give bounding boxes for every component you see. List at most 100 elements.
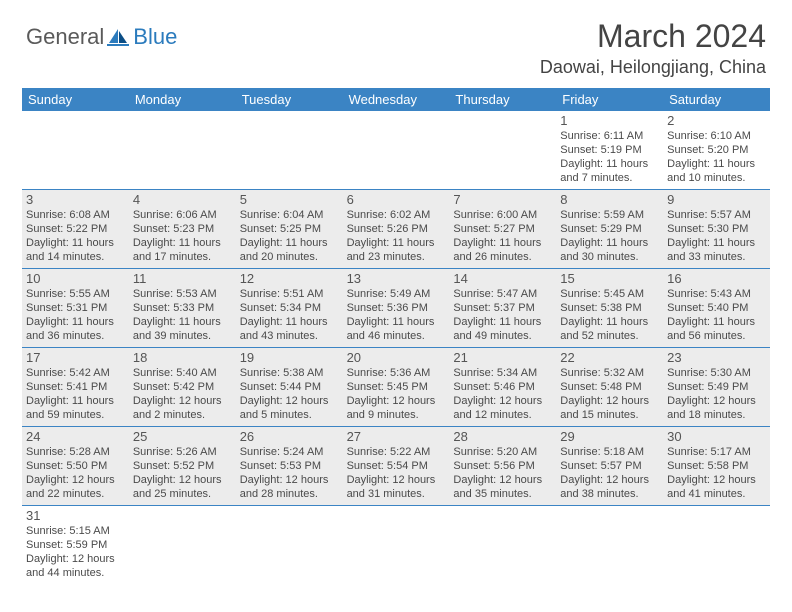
day-cell: 20Sunrise: 5:36 AMSunset: 5:45 PMDayligh… [343, 348, 450, 426]
empty-cell [236, 506, 343, 584]
sunrise-line: Sunrise: 5:28 AM [26, 446, 125, 460]
daylight-line: Daylight: 12 hours and 22 minutes. [26, 474, 125, 502]
weekday-header-row: SundayMondayTuesdayWednesdayThursdayFrid… [22, 88, 770, 111]
day-number: 16 [667, 271, 766, 287]
daylight-line: Daylight: 12 hours and 12 minutes. [453, 395, 552, 423]
day-cell: 16Sunrise: 5:43 AMSunset: 5:40 PMDayligh… [663, 269, 770, 347]
empty-cell [556, 506, 663, 584]
empty-cell [663, 506, 770, 584]
day-number: 23 [667, 350, 766, 366]
weekday-header: Friday [556, 88, 663, 111]
title-block: March 2024 Daowai, Heilongjiang, China [540, 18, 766, 78]
day-cell: 31Sunrise: 5:15 AMSunset: 5:59 PMDayligh… [22, 506, 129, 584]
daylight-line: Daylight: 12 hours and 28 minutes. [240, 474, 339, 502]
daylight-line: Daylight: 11 hours and 49 minutes. [453, 316, 552, 344]
day-number: 12 [240, 271, 339, 287]
sunrise-line: Sunrise: 6:08 AM [26, 209, 125, 223]
daylight-line: Daylight: 11 hours and 36 minutes. [26, 316, 125, 344]
sunset-line: Sunset: 5:57 PM [560, 460, 659, 474]
daylight-line: Daylight: 12 hours and 2 minutes. [133, 395, 232, 423]
day-number: 14 [453, 271, 552, 287]
daylight-line: Daylight: 12 hours and 9 minutes. [347, 395, 446, 423]
sunset-line: Sunset: 5:20 PM [667, 144, 766, 158]
day-cell: 10Sunrise: 5:55 AMSunset: 5:31 PMDayligh… [22, 269, 129, 347]
day-cell: 22Sunrise: 5:32 AMSunset: 5:48 PMDayligh… [556, 348, 663, 426]
sunrise-line: Sunrise: 5:43 AM [667, 288, 766, 302]
day-cell: 5Sunrise: 6:04 AMSunset: 5:25 PMDaylight… [236, 190, 343, 268]
sunrise-line: Sunrise: 5:34 AM [453, 367, 552, 381]
sunset-line: Sunset: 5:34 PM [240, 302, 339, 316]
sunset-line: Sunset: 5:58 PM [667, 460, 766, 474]
sunrise-line: Sunrise: 5:45 AM [560, 288, 659, 302]
weekday-header: Thursday [449, 88, 556, 111]
daylight-line: Daylight: 11 hours and 39 minutes. [133, 316, 232, 344]
daylight-line: Daylight: 11 hours and 30 minutes. [560, 237, 659, 265]
day-number: 11 [133, 271, 232, 287]
sunset-line: Sunset: 5:22 PM [26, 223, 125, 237]
day-cell: 3Sunrise: 6:08 AMSunset: 5:22 PMDaylight… [22, 190, 129, 268]
week-row: 31Sunrise: 5:15 AMSunset: 5:59 PMDayligh… [22, 506, 770, 584]
sunrise-line: Sunrise: 6:06 AM [133, 209, 232, 223]
day-cell: 1Sunrise: 6:11 AMSunset: 5:19 PMDaylight… [556, 111, 663, 189]
sunset-line: Sunset: 5:37 PM [453, 302, 552, 316]
sunset-line: Sunset: 5:45 PM [347, 381, 446, 395]
day-cell: 9Sunrise: 5:57 AMSunset: 5:30 PMDaylight… [663, 190, 770, 268]
week-row: 3Sunrise: 6:08 AMSunset: 5:22 PMDaylight… [22, 190, 770, 269]
daylight-line: Daylight: 11 hours and 46 minutes. [347, 316, 446, 344]
location: Daowai, Heilongjiang, China [540, 57, 766, 78]
sunset-line: Sunset: 5:44 PM [240, 381, 339, 395]
sunset-line: Sunset: 5:30 PM [667, 223, 766, 237]
logo: General Blue [26, 24, 177, 50]
weekday-header: Monday [129, 88, 236, 111]
logo-text-1: General [26, 24, 104, 50]
empty-cell [22, 111, 129, 189]
day-cell: 23Sunrise: 5:30 AMSunset: 5:49 PMDayligh… [663, 348, 770, 426]
sunrise-line: Sunrise: 5:22 AM [347, 446, 446, 460]
daylight-line: Daylight: 12 hours and 35 minutes. [453, 474, 552, 502]
day-number: 27 [347, 429, 446, 445]
sunrise-line: Sunrise: 5:59 AM [560, 209, 659, 223]
week-row: 1Sunrise: 6:11 AMSunset: 5:19 PMDaylight… [22, 111, 770, 190]
sunrise-line: Sunrise: 6:04 AM [240, 209, 339, 223]
day-number: 13 [347, 271, 446, 287]
month-title: March 2024 [540, 18, 766, 55]
empty-cell [343, 111, 450, 189]
sunset-line: Sunset: 5:53 PM [240, 460, 339, 474]
sunset-line: Sunset: 5:33 PM [133, 302, 232, 316]
day-cell: 8Sunrise: 5:59 AMSunset: 5:29 PMDaylight… [556, 190, 663, 268]
sunset-line: Sunset: 5:40 PM [667, 302, 766, 316]
daylight-line: Daylight: 11 hours and 33 minutes. [667, 237, 766, 265]
sunset-line: Sunset: 5:46 PM [453, 381, 552, 395]
logo-sail-icon [107, 27, 129, 47]
empty-cell [449, 111, 556, 189]
day-cell: 18Sunrise: 5:40 AMSunset: 5:42 PMDayligh… [129, 348, 236, 426]
daylight-line: Daylight: 11 hours and 14 minutes. [26, 237, 125, 265]
sunrise-line: Sunrise: 5:57 AM [667, 209, 766, 223]
day-number: 21 [453, 350, 552, 366]
sunset-line: Sunset: 5:50 PM [26, 460, 125, 474]
day-cell: 26Sunrise: 5:24 AMSunset: 5:53 PMDayligh… [236, 427, 343, 505]
day-cell: 25Sunrise: 5:26 AMSunset: 5:52 PMDayligh… [129, 427, 236, 505]
sunset-line: Sunset: 5:52 PM [133, 460, 232, 474]
day-number: 22 [560, 350, 659, 366]
sunrise-line: Sunrise: 6:00 AM [453, 209, 552, 223]
weekday-header: Tuesday [236, 88, 343, 111]
daylight-line: Daylight: 11 hours and 10 minutes. [667, 158, 766, 186]
sunrise-line: Sunrise: 5:24 AM [240, 446, 339, 460]
day-cell: 19Sunrise: 5:38 AMSunset: 5:44 PMDayligh… [236, 348, 343, 426]
daylight-line: Daylight: 11 hours and 52 minutes. [560, 316, 659, 344]
sunrise-line: Sunrise: 5:15 AM [26, 525, 125, 539]
week-row: 17Sunrise: 5:42 AMSunset: 5:41 PMDayligh… [22, 348, 770, 427]
day-number: 29 [560, 429, 659, 445]
sunrise-line: Sunrise: 5:30 AM [667, 367, 766, 381]
day-number: 8 [560, 192, 659, 208]
day-cell: 4Sunrise: 6:06 AMSunset: 5:23 PMDaylight… [129, 190, 236, 268]
sunset-line: Sunset: 5:31 PM [26, 302, 125, 316]
day-number: 20 [347, 350, 446, 366]
daylight-line: Daylight: 12 hours and 5 minutes. [240, 395, 339, 423]
daylight-line: Daylight: 11 hours and 7 minutes. [560, 158, 659, 186]
day-number: 6 [347, 192, 446, 208]
sunset-line: Sunset: 5:48 PM [560, 381, 659, 395]
day-cell: 6Sunrise: 6:02 AMSunset: 5:26 PMDaylight… [343, 190, 450, 268]
day-number: 24 [26, 429, 125, 445]
